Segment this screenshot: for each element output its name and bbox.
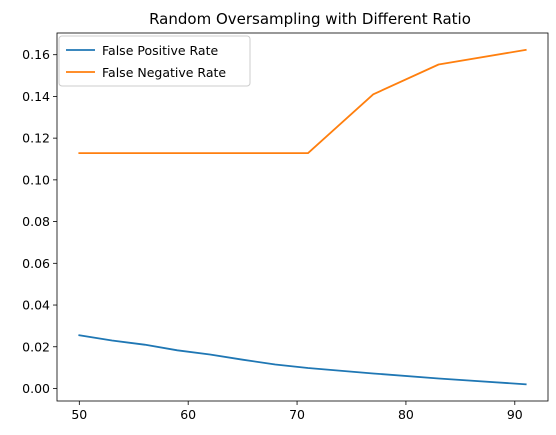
x-tick-label: 60 [180, 407, 196, 422]
y-tick-label: 0.08 [22, 214, 50, 229]
y-tick-label: 0.02 [22, 339, 50, 354]
y-tick-label: 0.04 [22, 298, 50, 313]
y-tick-label: 0.00 [22, 381, 50, 396]
legend: False Positive Rate False Negative Rate [58, 35, 251, 87]
x-axis: 50 60 70 80 90 [71, 401, 523, 422]
legend-label-false-positive-rate: False Positive Rate [102, 43, 218, 58]
series-layer [78, 48, 527, 386]
plot-frame [56, 32, 549, 402]
y-tick-label: 0.16 [22, 47, 50, 62]
series-line-false-negative-rate [78, 48, 527, 155]
plot-area [56, 32, 549, 402]
series-line-false-positive-rate [78, 334, 527, 386]
chart-title: Random Oversampling with Different Ratio [149, 10, 471, 28]
x-tick-label: 80 [398, 407, 414, 422]
x-tick-label: 50 [71, 407, 87, 422]
legend-label-false-negative-rate: False Negative Rate [102, 65, 226, 80]
y-tick-label: 0.10 [22, 172, 50, 187]
y-axis: 0.00 0.02 0.04 0.06 0.08 0.10 0.12 0.14 0.16 [22, 47, 57, 396]
x-tick-label: 70 [289, 407, 305, 422]
y-tick-label: 0.12 [22, 131, 50, 146]
y-tick-label: 0.14 [22, 89, 50, 104]
y-tick-label: 0.06 [22, 256, 50, 271]
x-tick-label: 90 [507, 407, 523, 422]
legend-box [58, 35, 251, 87]
